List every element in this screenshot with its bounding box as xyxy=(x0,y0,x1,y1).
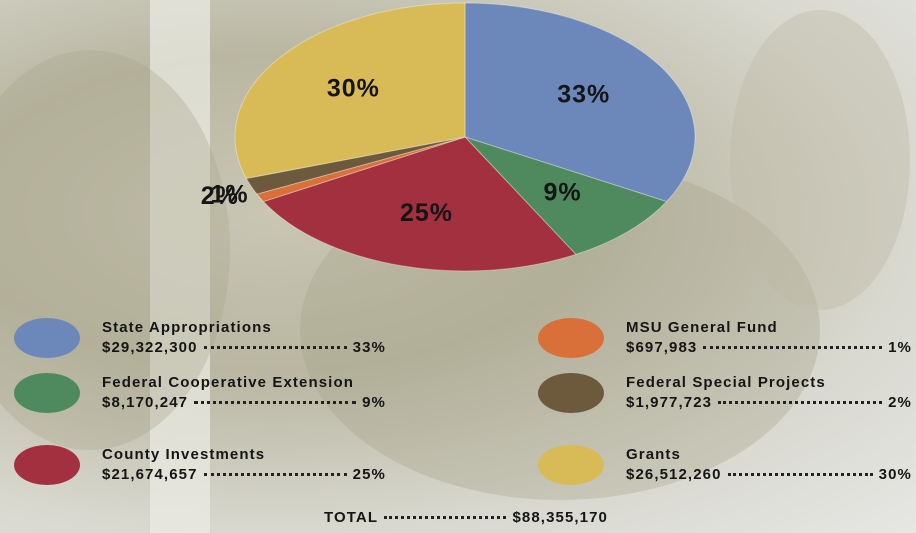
legend-text: County Investments$21,674,657 25% xyxy=(102,445,386,485)
legend-swatch xyxy=(14,373,80,413)
legend-amount: $697,983 xyxy=(626,338,697,358)
legend-swatch xyxy=(538,318,604,358)
legend-amount: $26,512,260 xyxy=(626,465,722,485)
legend-item: Grants$26,512,260 30% xyxy=(538,445,912,485)
legend-name: Grants xyxy=(626,445,912,465)
legend-swatch xyxy=(538,445,604,485)
leader-dots xyxy=(384,516,506,519)
legend-amount: $21,674,657 xyxy=(102,465,198,485)
legend-amount: $29,322,300 xyxy=(102,338,198,358)
pie-chart: 33%9%25%1%2%30% xyxy=(0,0,916,300)
legend-text: Federal Cooperative Extension$8,170,247 9… xyxy=(102,373,386,413)
legend-percent: 1% xyxy=(888,338,912,358)
total-label: TOTAL xyxy=(324,509,378,526)
legend-item: MSU General Fund$697,983 1% xyxy=(538,318,912,358)
legend-amount: $8,170,247 xyxy=(102,393,188,413)
legend-percent: 2% xyxy=(888,393,912,413)
legend-name: Federal Cooperative Extension xyxy=(102,373,386,393)
slice-label: 2% xyxy=(201,182,239,210)
slice-label: 25% xyxy=(400,199,453,227)
legend-amount-row: $29,322,300 33% xyxy=(102,338,386,358)
leader-dots xyxy=(703,346,882,349)
legend-text: Federal Special Projects$1,977,723 2% xyxy=(626,373,912,413)
slice-label: 33% xyxy=(557,81,610,109)
legend-swatch xyxy=(538,373,604,413)
legend-swatch xyxy=(14,318,80,358)
legend-amount-row: $697,983 1% xyxy=(626,338,912,358)
leader-dots xyxy=(718,401,882,404)
legend-amount-row: $26,512,260 30% xyxy=(626,465,912,485)
legend-item: County Investments$21,674,657 25% xyxy=(14,445,386,485)
page: 33% 9% 25% 1% 2% 30% State Appropriations$29,… xyxy=(0,0,916,533)
legend-item: Federal Special Projects$1,977,723 2% xyxy=(538,373,912,413)
legend-text: State Appropriations$29,322,300 33% xyxy=(102,318,386,358)
leader-dots xyxy=(194,401,356,404)
legend-name: County Investments xyxy=(102,445,386,465)
legend-name: MSU General Fund xyxy=(626,318,912,338)
leader-dots xyxy=(728,473,873,476)
legend-amount-row: $21,674,657 25% xyxy=(102,465,386,485)
slice-label: 30% xyxy=(327,74,380,102)
legend-name: Federal Special Projects xyxy=(626,373,912,393)
leader-dots xyxy=(204,346,347,349)
legend-percent: 25% xyxy=(353,465,386,485)
legend-percent: 9% xyxy=(362,393,386,413)
legend-amount-row: $8,170,247 9% xyxy=(102,393,386,413)
legend-percent: 30% xyxy=(879,465,912,485)
legend-name: State Appropriations xyxy=(102,318,386,338)
legend-percent: 33% xyxy=(353,338,386,358)
legend-text: MSU General Fund$697,983 1% xyxy=(626,318,912,358)
legend-amount-row: $1,977,723 2% xyxy=(626,393,912,413)
legend-swatch xyxy=(14,445,80,485)
total-row: TOTAL $88,355,170 xyxy=(324,509,608,526)
total-value: $88,355,170 xyxy=(512,509,608,526)
legend-item: State Appropriations$29,322,300 33% xyxy=(14,318,386,358)
legend-item: Federal Cooperative Extension$8,170,247 9… xyxy=(14,373,386,413)
legend-text: Grants$26,512,260 30% xyxy=(626,445,912,485)
slice-label: 9% xyxy=(544,178,582,206)
leader-dots xyxy=(204,473,347,476)
legend-amount: $1,977,723 xyxy=(626,393,712,413)
